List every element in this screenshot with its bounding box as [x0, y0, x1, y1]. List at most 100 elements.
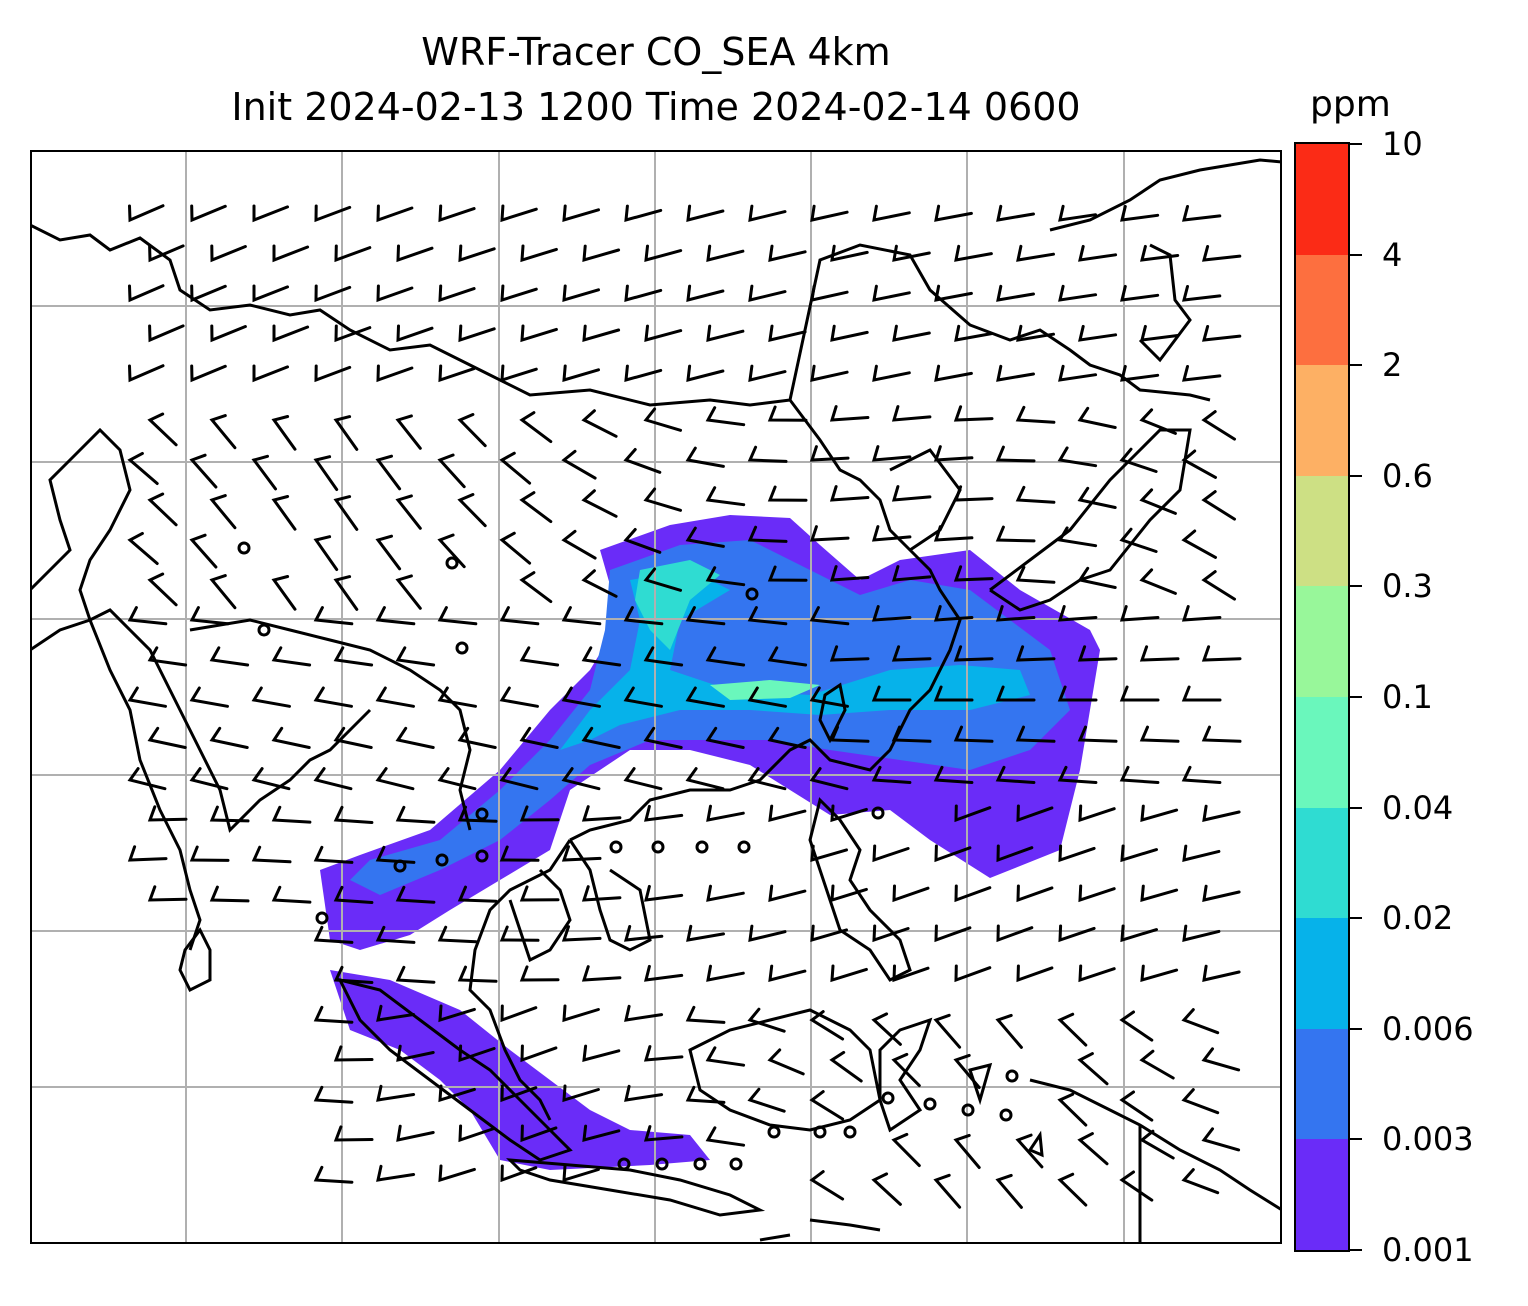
- wind-barb: [1140, 964, 1179, 983]
- wind-barb: [1120, 924, 1158, 943]
- wind-barb: [333, 495, 359, 531]
- wind-barb: [519, 965, 560, 982]
- wind-barb: [437, 686, 477, 708]
- wind-barb: [562, 1164, 600, 1183]
- wind-barb: [644, 324, 683, 343]
- colorbar-tick: [1350, 474, 1362, 477]
- wind-barb: [1015, 485, 1056, 504]
- wind-barb: [561, 845, 602, 862]
- wind-barb: [438, 284, 476, 303]
- graticule: [30, 150, 1282, 1244]
- wind-barb: [933, 765, 974, 784]
- wind-barb: [872, 924, 910, 943]
- wind-barb: [395, 965, 436, 984]
- wind-barb: [561, 606, 602, 626]
- wind-barb: [767, 726, 807, 749]
- coast-new-guinea: [1029, 1078, 1282, 1244]
- calm-wind-circle: [475, 849, 489, 863]
- wind-barb: [1181, 1168, 1220, 1195]
- wind-barb: [706, 964, 745, 982]
- colorbar-tick-label: 0.001: [1382, 1231, 1474, 1269]
- wind-barb: [562, 284, 600, 303]
- wind-barb: [1016, 804, 1054, 823]
- wind-barb: [1058, 844, 1096, 863]
- coast-sakhalin: [1049, 158, 1282, 363]
- coast-java: [506, 1158, 766, 1217]
- wind-barb: [767, 485, 808, 502]
- colorbar-tick-label: 0.02: [1382, 899, 1454, 938]
- wind-barb: [1058, 924, 1096, 943]
- colorbar-segment: [1296, 1138, 1348, 1250]
- wind-barb: [271, 646, 312, 667]
- wind-barb: [1057, 1172, 1088, 1207]
- wind-barb: [395, 646, 436, 667]
- wind-barb: [1181, 365, 1222, 382]
- wind-barb: [1119, 765, 1160, 784]
- wind-barb: [953, 1053, 981, 1089]
- wind-barb: [437, 925, 478, 944]
- wind-barb: [809, 686, 849, 708]
- wind-barb: [1015, 645, 1056, 662]
- wind-barb: [251, 845, 292, 864]
- wind-barb: [376, 1004, 416, 1022]
- coast-himalaya-border: [189, 618, 472, 831]
- wind-barb: [933, 525, 974, 542]
- wind-barb: [872, 364, 911, 382]
- wind-barb: [706, 804, 745, 822]
- wind-barb: [767, 565, 808, 582]
- wind-barb: [934, 924, 972, 943]
- wind-barb: [313, 535, 339, 571]
- wind-barb: [581, 569, 618, 598]
- wind-barb: [1057, 1012, 1088, 1047]
- calm-wind-circle: [315, 911, 329, 925]
- wind-barb: [210, 244, 247, 263]
- wind-barb: [706, 244, 745, 262]
- wind-barb: [252, 204, 289, 223]
- colorbar-segment: [1296, 1028, 1348, 1140]
- colorbar-tick-label: 4: [1382, 235, 1403, 274]
- wind-barb: [375, 534, 402, 571]
- wind-barb: [581, 885, 622, 902]
- wind-barb: [520, 244, 558, 263]
- wind-barb: [954, 324, 993, 342]
- wind-barb: [768, 804, 807, 822]
- wind-barb: [1140, 244, 1180, 262]
- wind-barb: [830, 804, 868, 823]
- wind-barb: [954, 884, 992, 903]
- wind-barb: [499, 606, 540, 626]
- wind-barb: [685, 686, 725, 708]
- wind-barb: [189, 606, 230, 626]
- wind-barb: [1016, 884, 1054, 903]
- wind-barb: [458, 1044, 496, 1063]
- wind-barb: [1181, 285, 1222, 302]
- wind-barb: [1140, 324, 1180, 342]
- wind-barb: [313, 606, 354, 626]
- wind-barb: [871, 525, 912, 542]
- wind-barb: [271, 726, 311, 749]
- wind-barb: [954, 804, 992, 823]
- wind-barb: [272, 244, 310, 263]
- wind-barb: [457, 413, 487, 448]
- wind-barb: [395, 414, 422, 450]
- wind-barb: [685, 446, 725, 468]
- colorbar-tick-label: 2: [1382, 346, 1403, 385]
- wind-barb: [314, 204, 352, 223]
- wind-barb: [892, 884, 930, 903]
- wind-barb: [1057, 765, 1098, 784]
- wind-barb: [934, 284, 973, 302]
- wind-barb: [190, 364, 227, 383]
- wind-barb: [1058, 284, 1098, 302]
- calm-wind-circle: [393, 859, 407, 873]
- wind-barb: [934, 364, 973, 382]
- wind-barb: [1201, 1127, 1241, 1152]
- wind-barb: [499, 686, 539, 708]
- wind-barb: [872, 204, 911, 222]
- wind-barb: [438, 1004, 476, 1023]
- wind-barb: [519, 885, 560, 902]
- wind-barb: [127, 686, 167, 708]
- coast-sulawesi: [878, 1017, 933, 1133]
- wind-barb: [891, 1132, 921, 1168]
- wind-barb: [438, 1084, 476, 1103]
- wind-barb: [623, 528, 662, 554]
- wind-barb: [313, 925, 354, 944]
